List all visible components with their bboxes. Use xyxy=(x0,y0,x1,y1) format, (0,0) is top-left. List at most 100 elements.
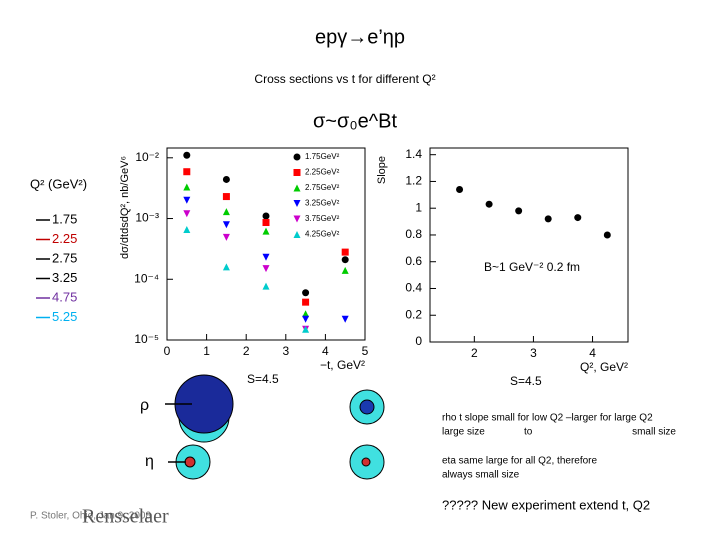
point xyxy=(183,210,191,218)
point xyxy=(262,219,270,227)
y-tick-label: 10⁻³ xyxy=(135,211,159,225)
point xyxy=(293,215,301,223)
point xyxy=(222,221,230,229)
rho-label: ρ xyxy=(140,397,149,414)
slope-note: B~1 GeV⁻² 0.2 fm xyxy=(484,260,580,274)
y-tick-label: 10⁻⁵ xyxy=(134,332,159,346)
question: ????? New experiment extend t, Q2 xyxy=(442,497,650,512)
y-tick-label: 1 xyxy=(415,200,422,214)
rho-small-core xyxy=(359,399,375,415)
x-tick-label: 3 xyxy=(530,346,537,360)
rho-text: large size xyxy=(442,427,485,438)
point xyxy=(183,183,191,191)
point xyxy=(341,248,349,256)
point xyxy=(293,184,301,192)
y-axis-label: Slope xyxy=(376,156,388,184)
legend-label: 3.25 xyxy=(52,270,77,285)
point xyxy=(341,266,349,274)
x-tick-label: 1 xyxy=(203,344,210,358)
eta-text: eta same large for all Q2, therefore xyxy=(442,456,598,467)
y-tick-label: 0.6 xyxy=(405,254,422,268)
point xyxy=(222,233,230,241)
point xyxy=(293,169,301,176)
point xyxy=(222,193,230,201)
point xyxy=(262,282,270,290)
point xyxy=(262,227,270,235)
point xyxy=(485,200,493,208)
legend-label: 2.25GeV² xyxy=(305,168,340,177)
legend-label: 2.75GeV² xyxy=(305,183,340,192)
legend-label: 1.75GeV² xyxy=(305,152,340,161)
legend-label: 2.25 xyxy=(52,231,77,246)
point xyxy=(302,310,310,318)
y-tick-label: 0.4 xyxy=(405,281,422,295)
chart: 2 3 4 0 0.2 0.4 0.6 0.8 1 1.2 1.4 Q², GeV² S=4.5 Slop… xyxy=(376,147,629,388)
x-axis-label: −t, GeV² xyxy=(320,358,365,372)
point xyxy=(515,207,523,215)
x-tick-label: 5 xyxy=(362,344,369,358)
point xyxy=(222,263,230,271)
y-tick-label: 0.8 xyxy=(405,227,422,241)
subtitle: Cross sections vs t for different Q² xyxy=(254,72,435,86)
point xyxy=(302,289,310,297)
legend-label: 3.25GeV² xyxy=(305,199,340,208)
eta-label: η xyxy=(145,453,154,470)
y-tick-label: 10⁻⁴ xyxy=(134,271,159,285)
footer: P. Stoler, Ohio, Jan 9, 2008 xyxy=(30,511,151,522)
point xyxy=(341,256,349,264)
rho-text: small size xyxy=(632,427,676,438)
point xyxy=(183,196,191,204)
y-tick-label: 10⁻² xyxy=(135,150,159,164)
legend-label: 4.25GeV² xyxy=(305,230,340,239)
point xyxy=(302,325,310,333)
point xyxy=(293,200,301,207)
point xyxy=(302,298,310,306)
note: S=4.5 xyxy=(510,374,542,388)
note: S=4.5 xyxy=(247,372,279,386)
point xyxy=(544,215,552,223)
formula: σ~σ₀e^Bt xyxy=(313,110,398,132)
point xyxy=(293,153,301,161)
point xyxy=(183,168,191,176)
x-axis-label: Q², GeV² xyxy=(580,360,628,374)
point xyxy=(574,214,582,222)
legend-label: 4.75 xyxy=(52,289,77,304)
y-tick-label: 0 xyxy=(415,334,422,348)
rho-text: to xyxy=(524,427,533,438)
y-tick-label: 1.4 xyxy=(405,147,422,161)
y-axis-label: dσ/dtdsdQ², nb/GeV⁶ xyxy=(119,156,131,259)
point xyxy=(341,315,349,323)
x-tick-label: 3 xyxy=(282,344,289,358)
logo: Rensselaer xyxy=(82,506,169,528)
x-tick-label: 0 xyxy=(164,344,171,358)
legend-title: Q² (GeV²) xyxy=(30,176,87,191)
point xyxy=(262,265,270,273)
legend-label: 2.75 xyxy=(52,250,77,265)
point xyxy=(262,212,270,220)
point xyxy=(302,315,310,323)
point xyxy=(183,151,191,159)
point xyxy=(456,185,464,193)
legend-label: 5.25 xyxy=(52,309,77,324)
point xyxy=(222,208,230,216)
y-tick-label: 0.2 xyxy=(405,307,422,321)
plot-frame xyxy=(429,147,629,343)
y-tick-label: 1.2 xyxy=(405,174,422,188)
x-tick-label: 4 xyxy=(322,344,329,358)
point xyxy=(262,253,270,261)
eta-core xyxy=(184,456,196,468)
eta-small-core xyxy=(361,457,371,467)
x-tick-label: 2 xyxy=(243,344,250,358)
point xyxy=(183,225,191,233)
slide-legend: 1.75 2.25 2.75 3.25 4.75 5.25 xyxy=(36,211,77,324)
x-tick-label: 2 xyxy=(471,346,478,360)
eta-text: always small size xyxy=(442,470,520,481)
point xyxy=(603,231,611,239)
title: epγ→e’ηp xyxy=(315,26,405,48)
legend-label: 1.75 xyxy=(52,211,77,226)
plot-frame xyxy=(166,147,366,341)
legend-label: 3.75GeV² xyxy=(305,214,340,223)
rho-text: rho t slope small for low Q2 –larger for… xyxy=(442,413,653,424)
